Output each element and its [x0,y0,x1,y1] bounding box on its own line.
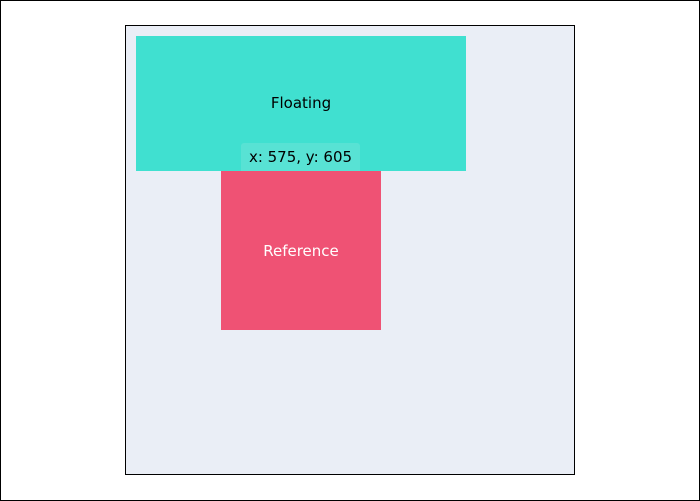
floating-element[interactable]: Floating [136,36,466,171]
reference-element[interactable]: Reference [221,171,381,330]
reference-label: Reference [263,242,339,260]
floating-label: Floating [270,94,332,112]
position-readout: x: 575, y: 605 [241,143,360,171]
